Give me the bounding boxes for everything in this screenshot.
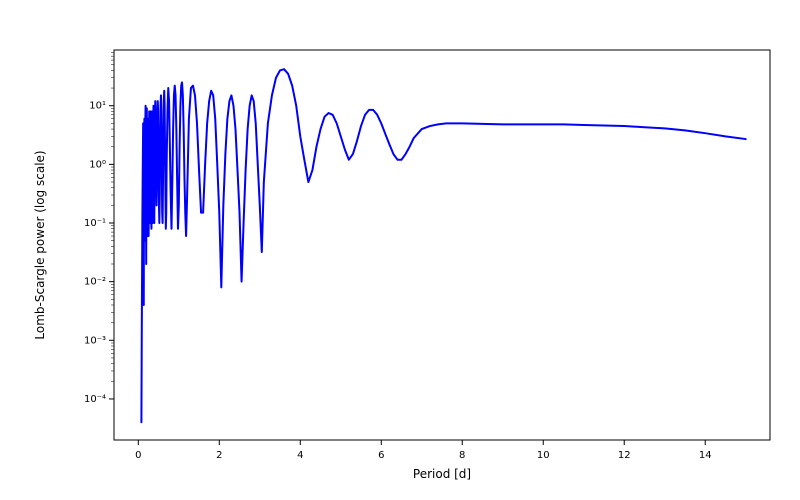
x-tick-label: 2 <box>216 450 222 461</box>
x-tick-label: 10 <box>537 450 550 461</box>
y-tick-label: 10⁻¹ <box>84 218 106 229</box>
y-axis-label: Lomb-Scargle power (log scale) <box>33 150 47 339</box>
x-tick-label: 8 <box>459 450 465 461</box>
x-tick-label: 4 <box>297 450 303 461</box>
x-axis-label: Period [d] <box>413 467 471 481</box>
y-tick-label: 10⁻⁴ <box>84 394 106 405</box>
plot-background <box>114 50 770 440</box>
y-tick-label: 10⁻² <box>84 277 106 288</box>
periodogram-chart: 0 2 4 6 8 10 12 14 10⁻⁴ 10⁻³ 10⁻² 10⁻¹ 10⁰ 10¹ Perio… <box>0 0 800 500</box>
y-tick-label: 10¹ <box>89 101 106 112</box>
x-ticks: 0 2 4 6 8 10 12 14 <box>135 440 711 461</box>
x-tick-label: 0 <box>135 450 141 461</box>
x-tick-label: 6 <box>378 450 384 461</box>
y-ticks: 10⁻⁴ 10⁻³ 10⁻² 10⁻¹ 10⁰ 10¹ <box>84 53 114 405</box>
x-tick-label: 12 <box>618 450 631 461</box>
chart-canvas: 0 2 4 6 8 10 12 14 10⁻⁴ 10⁻³ 10⁻² 10⁻¹ 10⁰ 10¹ Perio… <box>0 0 800 500</box>
y-tick-label: 10⁻³ <box>84 335 106 346</box>
y-tick-label: 10⁰ <box>89 159 106 170</box>
x-tick-label: 14 <box>699 450 712 461</box>
